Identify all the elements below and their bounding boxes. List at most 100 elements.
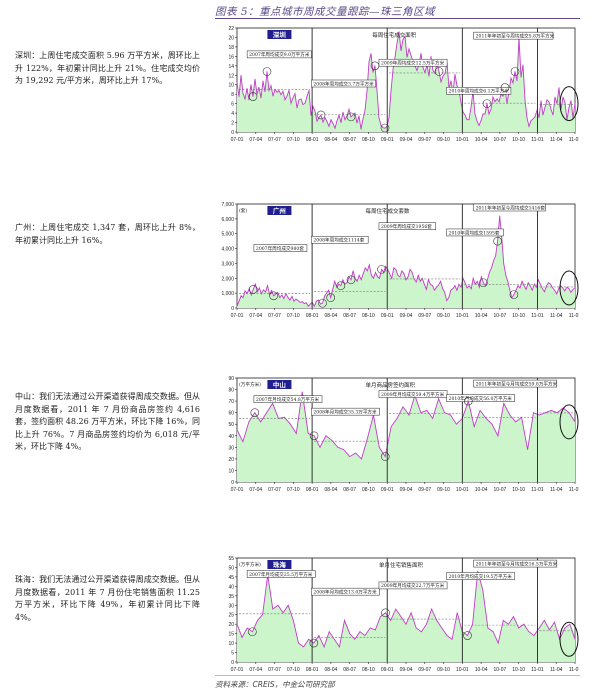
data-point — [404, 36, 406, 37]
data-point — [530, 120, 532, 122]
data-point — [385, 612, 386, 614]
data-point — [236, 429, 238, 431]
data-point — [320, 303, 321, 305]
data-point — [354, 638, 356, 640]
x-tick-label: 08-10 — [362, 313, 375, 319]
data-point — [371, 274, 372, 276]
data-point — [508, 623, 509, 625]
yearly-average-box — [473, 203, 546, 212]
yearly-average-box — [311, 79, 376, 88]
y-tick-label: 0 — [231, 660, 234, 666]
x-tick-label: 07-10 — [287, 487, 300, 493]
data-point — [432, 418, 434, 419]
data-point — [424, 72, 426, 73]
data-point — [254, 412, 256, 414]
x-tick-label: 11-01 — [531, 137, 544, 143]
figure-title: 图表 5：重点城市周成交量跟踪—珠三角区域 — [215, 6, 436, 18]
low-point-marker — [309, 638, 319, 648]
y-tick-label: 45 — [228, 575, 234, 581]
data-point — [362, 118, 364, 120]
data-point — [313, 642, 315, 644]
low-point-marker — [381, 608, 390, 618]
zhuhai-chart-panel: 0 5 10 15 20 25 30 35 40 45 50 55 07-01 07-04 07-07 07-… — [213, 552, 579, 680]
data-point — [507, 280, 509, 282]
data-point — [568, 107, 570, 108]
low-point-marker — [463, 631, 472, 640]
data-point — [360, 128, 362, 130]
y-tick-label: 6,000 — [221, 217, 234, 223]
data-point — [390, 90, 392, 92]
low-point-marker — [493, 236, 502, 246]
data-point — [423, 283, 425, 285]
x-tick-label: 11-04 — [550, 137, 563, 143]
data-point — [372, 72, 374, 73]
y-tick-label: 8 — [231, 92, 234, 98]
data-point — [403, 273, 405, 275]
figure-title-rule — [215, 18, 580, 19]
city-badge-label: 深圳 — [273, 30, 287, 39]
x-tick-label: 09-10 — [437, 137, 450, 143]
data-point — [246, 627, 248, 629]
data-point — [468, 285, 470, 287]
data-point — [244, 290, 246, 292]
data-point — [375, 271, 376, 273]
data-point — [384, 127, 386, 129]
data-point — [314, 110, 316, 112]
data-point — [562, 287, 564, 289]
data-point — [289, 299, 291, 301]
data-point — [517, 285, 519, 287]
data-point — [330, 119, 332, 121]
data-point — [493, 260, 494, 261]
shenzhen-description: 深圳：上周住宅成交面积 5.96 万平方米，周环比上升 122%，年初累计同比上… — [15, 51, 200, 86]
x-tick-label: 09-04 — [400, 667, 413, 673]
data-point — [305, 302, 307, 304]
data-point — [574, 638, 576, 640]
data-point — [477, 570, 479, 572]
data-point — [332, 289, 334, 290]
data-point — [301, 301, 303, 303]
x-tick-label: 09-04 — [400, 487, 413, 493]
low-point-marker — [479, 278, 488, 288]
x-tick-label: 07-04 — [249, 313, 262, 319]
zhongshan-chart: 0 10 20 30 40 50 60 70 80 90 07-01 07-04 07-07 07-10 0… — [228, 376, 579, 493]
data-point — [550, 108, 552, 110]
data-point — [273, 295, 275, 297]
low-point-marker — [346, 275, 356, 285]
data-point — [263, 289, 264, 291]
data-point — [254, 283, 256, 285]
data-point — [430, 56, 432, 57]
data-point — [450, 80, 452, 82]
data-point — [283, 298, 285, 299]
data-point — [528, 125, 530, 127]
data-point — [310, 115, 312, 116]
data-point — [492, 631, 494, 633]
data-point — [369, 627, 371, 629]
data-point — [396, 42, 398, 44]
y-tick-label: 5,000 — [221, 232, 234, 238]
data-point — [526, 117, 528, 119]
data-point — [337, 446, 339, 448]
low-point-marker — [262, 67, 272, 76]
data-point — [392, 69, 394, 70]
data-point — [539, 414, 540, 416]
data-point — [383, 271, 384, 273]
data-point — [485, 418, 487, 419]
data-point — [476, 120, 478, 122]
data-point — [532, 118, 534, 120]
yearly-average-box — [473, 559, 558, 568]
yearly-average-label: 2011年年初至今周均成交1416套 — [476, 204, 546, 211]
data-point — [279, 297, 281, 298]
data-point — [548, 101, 550, 103]
data-point — [503, 263, 505, 264]
data-point — [286, 95, 288, 97]
data-point — [451, 638, 453, 640]
yearly-average-box — [378, 222, 437, 230]
low-point-marker — [309, 431, 319, 441]
data-point — [476, 280, 478, 282]
data-point — [562, 96, 564, 98]
latest-highlight-ellipse — [559, 270, 579, 306]
data-point — [488, 113, 490, 115]
data-point — [542, 288, 543, 290]
x-tick-label: 09-07 — [418, 313, 431, 319]
data-point — [388, 117, 390, 119]
